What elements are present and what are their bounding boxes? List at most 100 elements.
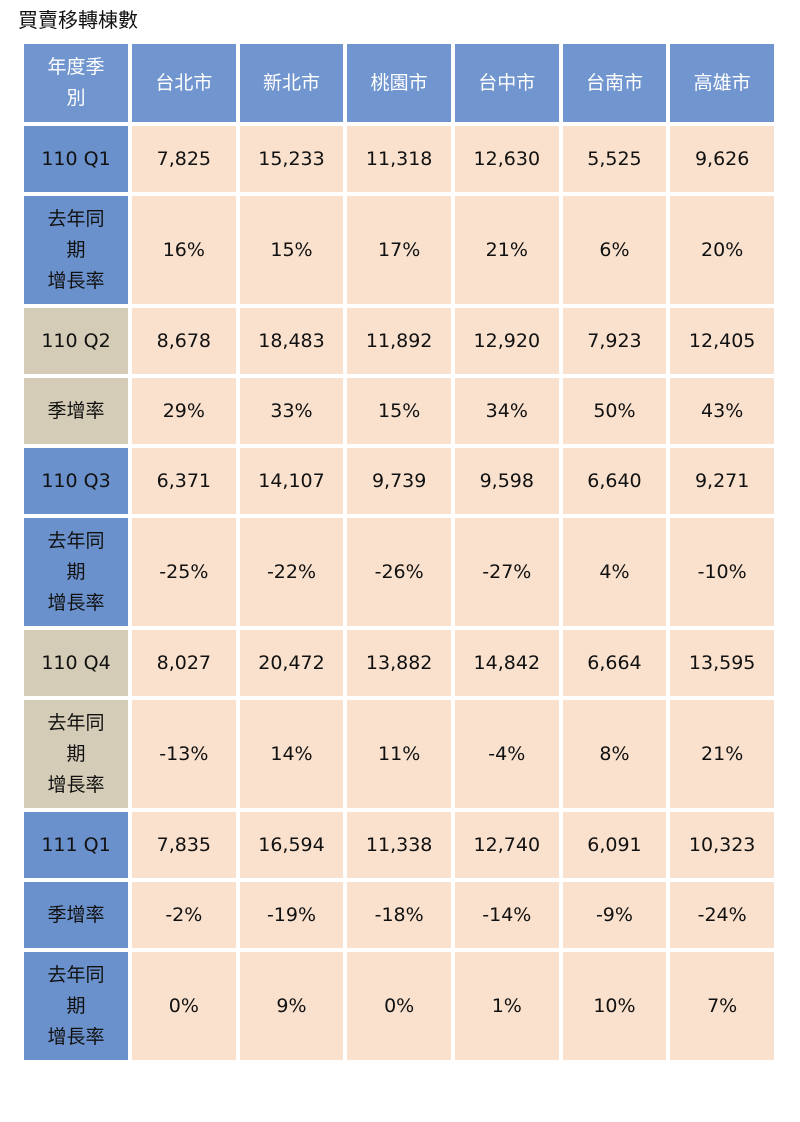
table-row: 111 Q1 7,835 16,594 11,338 12,740 6,091 10,323: [24, 812, 774, 878]
table-row: 去年同 期 增長率 16% 15% 17% 21% 6% 20%: [24, 196, 774, 304]
table-cell: 11%: [347, 700, 451, 808]
row-header-text: 季增率: [47, 399, 105, 422]
table-cell: 18,483: [239, 308, 344, 374]
table-cell: 9,626: [670, 126, 774, 192]
row-header-text: 去年同 期 增長率: [47, 529, 105, 614]
table-cell: 7,835: [132, 812, 236, 878]
row-header: 110 Q4: [24, 630, 128, 696]
table-cell: -24%: [670, 882, 774, 948]
table-cell: -2%: [132, 882, 236, 948]
table-cell: 16%: [132, 196, 236, 304]
table-cell: 17%: [347, 196, 451, 304]
table-cell: 15,233: [239, 126, 344, 192]
table-cell: 21%: [454, 196, 559, 304]
column-header: 新北市: [239, 44, 344, 122]
table-cell: 6,091: [562, 812, 667, 878]
table-cell: 6%: [562, 196, 667, 304]
table-cell: -19%: [239, 882, 344, 948]
transfer-table: 年度季 別 台北市 新北市 桃園市 台中市 台南市 高雄市 110 Q1 7,82…: [20, 40, 778, 1064]
table-cell: 10%: [562, 952, 667, 1060]
corner-header: 年度季 別: [24, 44, 128, 122]
table-cell: -18%: [347, 882, 451, 948]
row-header: 去年同 期 增長率: [24, 952, 128, 1060]
row-header: 季增率: [24, 378, 128, 444]
table-cell: 15%: [347, 378, 451, 444]
table-cell: -10%: [670, 518, 774, 626]
table-cell: 14,842: [454, 630, 559, 696]
table-cell: -4%: [454, 700, 559, 808]
table-row: 110 Q4 8,027 20,472 13,882 14,842 6,664 13,595: [24, 630, 774, 696]
table-cell: 13,882: [347, 630, 451, 696]
table-row: 去年同 期 增長率 -25% -22% -26% -27% 4% -10%: [24, 518, 774, 626]
table-cell: 14%: [239, 700, 344, 808]
column-header: 台南市: [562, 44, 667, 122]
column-header: 桃園市: [347, 44, 451, 122]
table-cell: 9,739: [347, 448, 451, 514]
row-header-text: 110 Q2: [41, 329, 111, 352]
table-cell: 11,338: [347, 812, 451, 878]
column-header: 台北市: [132, 44, 236, 122]
table-row: 去年同 期 增長率 0% 9% 0% 1% 10% 7%: [24, 952, 774, 1060]
row-header-text: 去年同 期 增長率: [47, 711, 105, 796]
table-cell: 34%: [454, 378, 559, 444]
table-cell: 13,595: [670, 630, 774, 696]
table-cell: 6,640: [562, 448, 667, 514]
table-cell: 43%: [670, 378, 774, 444]
table-cell: -9%: [562, 882, 667, 948]
row-header-text: 111 Q1: [41, 833, 111, 856]
row-header-text: 去年同 期 增長率: [47, 207, 105, 292]
row-header: 110 Q3: [24, 448, 128, 514]
table-cell: 29%: [132, 378, 236, 444]
table-cell: 15%: [239, 196, 344, 304]
table-cell: -25%: [132, 518, 236, 626]
row-header: 季增率: [24, 882, 128, 948]
table-cell: 14,107: [239, 448, 344, 514]
table-cell: -22%: [239, 518, 344, 626]
header-row: 年度季 別 台北市 新北市 桃園市 台中市 台南市 高雄市: [24, 44, 774, 122]
table-cell: 10,323: [670, 812, 774, 878]
table-cell: 8,678: [132, 308, 236, 374]
table-cell: 9%: [239, 952, 344, 1060]
table-cell: 1%: [454, 952, 559, 1060]
table-cell: 0%: [347, 952, 451, 1060]
table-cell: -26%: [347, 518, 451, 626]
table-cell: 20%: [670, 196, 774, 304]
table-cell: 6,664: [562, 630, 667, 696]
table-cell: 0%: [132, 952, 236, 1060]
table-cell: 50%: [562, 378, 667, 444]
table-cell: 7,923: [562, 308, 667, 374]
table-cell: 12,405: [670, 308, 774, 374]
page-title: 買賣移轉棟數: [18, 8, 138, 32]
row-header: 去年同 期 增長率: [24, 518, 128, 626]
row-header-text: 去年同 期 增長率: [47, 963, 105, 1048]
table-cell: 5,525: [562, 126, 667, 192]
table-cell: 8,027: [132, 630, 236, 696]
corner-header-text: 年度季 別: [47, 56, 105, 109]
table-row: 季增率 -2% -19% -18% -14% -9% -24%: [24, 882, 774, 948]
table-cell: 11,892: [347, 308, 451, 374]
table-cell: 12,630: [454, 126, 559, 192]
table-cell: 4%: [562, 518, 667, 626]
row-header: 110 Q2: [24, 308, 128, 374]
table-body: 110 Q1 7,825 15,233 11,318 12,630 5,525 9,626 去…: [24, 126, 774, 1060]
table-cell: 7%: [670, 952, 774, 1060]
table-cell: 9,598: [454, 448, 559, 514]
table-cell: 8%: [562, 700, 667, 808]
table-row: 110 Q2 8,678 18,483 11,892 12,920 7,923 12,405: [24, 308, 774, 374]
table-cell: 20,472: [239, 630, 344, 696]
table-cell: 9,271: [670, 448, 774, 514]
row-header-text: 110 Q1: [41, 147, 111, 170]
table-row: 去年同 期 增長率 -13% 14% 11% -4% 8% 21%: [24, 700, 774, 808]
table-cell: -14%: [454, 882, 559, 948]
table-cell: -27%: [454, 518, 559, 626]
row-header-text: 110 Q4: [41, 651, 111, 674]
table-cell: 6,371: [132, 448, 236, 514]
table-row: 110 Q1 7,825 15,233 11,318 12,630 5,525 9,626: [24, 126, 774, 192]
table-cell: 21%: [670, 700, 774, 808]
table-row: 季增率 29% 33% 15% 34% 50% 43%: [24, 378, 774, 444]
column-header: 台中市: [454, 44, 559, 122]
table-cell: 12,920: [454, 308, 559, 374]
row-header-text: 季增率: [47, 903, 105, 926]
table-row: 110 Q3 6,371 14,107 9,739 9,598 6,640 9,271: [24, 448, 774, 514]
table-cell: 7,825: [132, 126, 236, 192]
